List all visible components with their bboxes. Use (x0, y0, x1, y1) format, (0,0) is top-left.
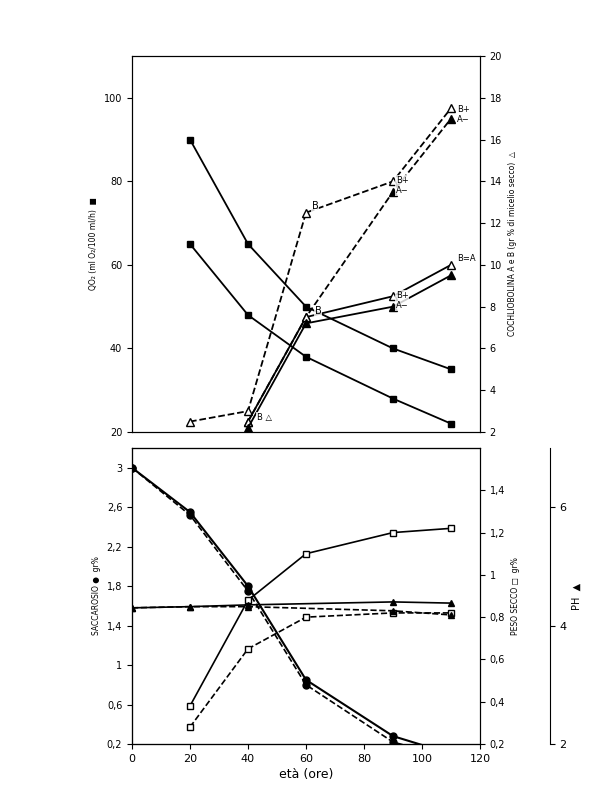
Y-axis label: QO₂ (ml O₂/100 ml/h)  ■: QO₂ (ml O₂/100 ml/h) ■ (89, 198, 98, 290)
Text: B ▲: B ▲ (0, 799, 1, 800)
Y-axis label: COCHLIOBOLINA A e B (gr % di micelio secco)  △: COCHLIOBOLINA A e B (gr % di micelio sec… (508, 151, 517, 337)
Text: B+
A−: B+ A− (396, 290, 409, 310)
Y-axis label: SACCAROSIO ●  gr%: SACCAROSIO ● gr% (92, 557, 101, 635)
Text: B+
A−: B+ A− (457, 105, 470, 124)
Text: B+
A−: B+ A− (396, 176, 409, 195)
Text: B=A: B=A (457, 254, 475, 263)
Y-axis label: PESO SECCO □  gr%: PESO SECCO □ gr% (511, 557, 520, 635)
Text: B: B (314, 306, 322, 316)
Y-axis label: PH  ▲: PH ▲ (572, 582, 582, 610)
X-axis label: età (ore): età (ore) (279, 768, 333, 781)
Text: B: B (312, 202, 319, 211)
Text: B △: B △ (257, 413, 272, 422)
